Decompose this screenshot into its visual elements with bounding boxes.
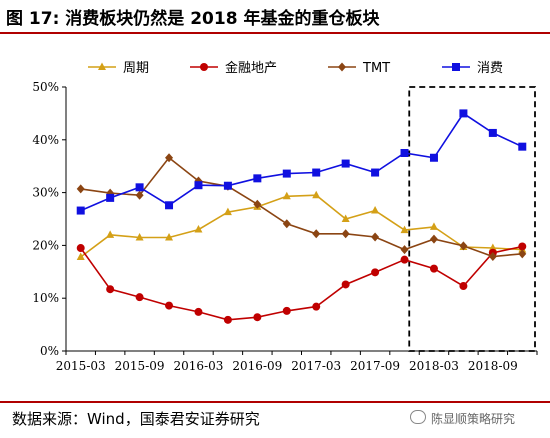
- data-point: [429, 234, 438, 244]
- series-lines: [76, 109, 527, 324]
- data-point: [488, 128, 497, 137]
- data-point: [282, 219, 291, 229]
- data-point: [400, 255, 409, 264]
- watermark-text: 陈显顺策略研究: [431, 412, 516, 426]
- data-point: [76, 184, 85, 194]
- data-point: [106, 230, 115, 238]
- data-point: [341, 280, 350, 289]
- data-point: [223, 207, 232, 216]
- y-tick-label: 20%: [32, 238, 59, 252]
- series-line-周期: [80, 194, 523, 258]
- highlight-box: [408, 86, 536, 352]
- x-tick-label: 2016-09: [232, 359, 282, 373]
- data-point: [341, 229, 350, 239]
- data-point: [282, 191, 291, 200]
- x-tick-label: 2015-09: [115, 359, 165, 373]
- y-tick-label: 50%: [32, 80, 59, 94]
- data-point: [194, 225, 203, 233]
- data-point: [135, 232, 144, 241]
- x-tick-label: 2016-03: [174, 359, 224, 373]
- legend-marker: [98, 62, 106, 70]
- watermark: 陈显顺策略研究: [410, 410, 515, 427]
- series-line-消费: [80, 112, 523, 212]
- data-point: [400, 225, 409, 234]
- data-point: [76, 252, 85, 261]
- data-point: [341, 214, 350, 222]
- y-tick-label: 40%: [32, 133, 59, 147]
- legend-label: 消费: [477, 61, 503, 76]
- legend-label: TMT: [362, 61, 390, 76]
- data-point: [429, 264, 438, 273]
- data-point: [223, 181, 232, 190]
- data-point: [429, 222, 438, 230]
- y-tick-label: 10%: [32, 291, 59, 305]
- data-point: [165, 301, 174, 310]
- legend-marker: [200, 63, 208, 71]
- data-point: [459, 241, 468, 251]
- legend-label: 金融地产: [225, 60, 277, 76]
- legend-marker: [338, 62, 346, 72]
- data-point: [282, 169, 291, 178]
- x-tick-label: 2017-03: [291, 359, 341, 373]
- data-point: [282, 306, 291, 315]
- data-point: [459, 282, 468, 291]
- data-point: [106, 285, 115, 294]
- legend-marker: [452, 63, 460, 71]
- highlight-box-layer: [408, 86, 536, 352]
- y-tick-label: 30%: [32, 186, 59, 200]
- data-point: [135, 293, 144, 302]
- data-point: [194, 307, 203, 316]
- data-point: [371, 232, 380, 242]
- data-point: [488, 251, 497, 261]
- chart-axes: 0% 10% 20% 30% 40% 50% 2015-03 2015-09 2016-03 20…: [32, 80, 538, 373]
- series-line-金融地产: [80, 245, 523, 321]
- data-point: [194, 181, 203, 190]
- data-point: [223, 315, 232, 324]
- data-source: 数据来源：Wind，国泰君安证券研究: [12, 410, 260, 428]
- x-tick-label: 2017-09: [350, 359, 400, 373]
- data-point: [518, 142, 527, 151]
- data-point: [371, 268, 380, 277]
- legend-label: 周期: [123, 61, 149, 76]
- wechat-icon: [410, 410, 426, 424]
- data-point: [312, 168, 321, 177]
- legend: 周期 金融地产 TMT 消费: [88, 60, 503, 76]
- data-point: [253, 199, 262, 209]
- data-point: [488, 243, 497, 252]
- data-point: [518, 249, 527, 259]
- data-point: [165, 232, 174, 241]
- y-tick-label: 0%: [40, 344, 59, 358]
- data-point: [135, 190, 144, 200]
- data-point: [253, 313, 262, 322]
- data-point: [165, 201, 174, 210]
- data-point: [371, 168, 380, 177]
- data-point: [106, 193, 115, 202]
- data-point: [76, 206, 85, 215]
- data-point: [76, 244, 85, 253]
- data-point: [400, 245, 409, 255]
- x-tick-label: 2015-03: [56, 359, 106, 373]
- x-tick-label: 2018-09: [468, 359, 518, 373]
- series-line-TMT: [80, 156, 523, 258]
- data-point: [135, 183, 144, 192]
- data-point: [312, 302, 321, 311]
- data-point: [312, 229, 321, 239]
- data-point: [312, 190, 321, 199]
- data-point: [429, 153, 438, 162]
- data-point: [253, 174, 262, 183]
- title-divider: [0, 32, 550, 34]
- figure-title: 图 17: 消费板块仍然是 2018 年基金的重仓板块: [6, 9, 380, 29]
- data-point: [400, 149, 409, 157]
- data-point: [165, 153, 174, 163]
- data-point: [459, 109, 468, 118]
- source-divider: [0, 401, 550, 403]
- data-point: [371, 206, 380, 214]
- x-tick-label: 2018-03: [409, 359, 459, 373]
- data-point: [518, 242, 527, 251]
- line-chart: 0% 10% 20% 30% 40% 50% 2015-03 2015-09 2016-03 20…: [32, 60, 538, 373]
- data-point: [341, 159, 350, 168]
